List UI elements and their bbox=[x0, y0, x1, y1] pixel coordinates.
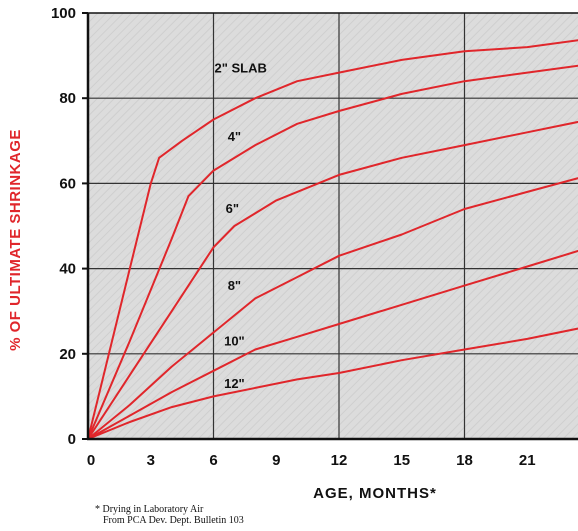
x-tick-label: 12 bbox=[331, 452, 348, 469]
curve-label: 4" bbox=[228, 129, 241, 144]
x-tick-label: 6 bbox=[209, 452, 217, 469]
footnote-line-1: * Drying in Laboratory Air bbox=[95, 504, 204, 515]
curve-3 bbox=[87, 177, 578, 440]
curve-label: 2" SLAB bbox=[214, 61, 266, 76]
grid-lines bbox=[88, 13, 578, 439]
x-tick-labels: 0 3 6 9 12 15 18 21 bbox=[87, 452, 536, 469]
curve-labels-group: 2" SLAB 4" 6" 8" 10" 12" bbox=[214, 61, 266, 391]
curve-5 bbox=[87, 327, 578, 440]
curve-4 bbox=[87, 249, 578, 440]
y-tick-label: 40 bbox=[59, 261, 76, 278]
curve-2 bbox=[87, 120, 578, 440]
y-axis-title: % OF ULTIMATE SHRINKAGE bbox=[7, 129, 24, 351]
curve-1 bbox=[87, 64, 578, 440]
y-tick-label: 20 bbox=[59, 346, 76, 363]
curve-label: 12" bbox=[224, 376, 245, 391]
curve-label: 10" bbox=[224, 333, 245, 348]
x-tick-label: 9 bbox=[272, 452, 280, 469]
x-tick-label: 21 bbox=[519, 452, 536, 469]
y-tick-label: 100 bbox=[51, 5, 76, 22]
axes-group bbox=[82, 12, 578, 441]
x-tick-label: 3 bbox=[147, 452, 155, 469]
curve-0 bbox=[87, 39, 578, 440]
y-tick-label: 0 bbox=[68, 431, 76, 448]
curve-label: 8" bbox=[228, 278, 241, 293]
curve-label: 6" bbox=[226, 201, 239, 216]
x-tick-label: 15 bbox=[393, 452, 410, 469]
y-tick-label: 60 bbox=[59, 175, 76, 192]
curves-group bbox=[87, 39, 578, 440]
y-tick-labels: 0 20 40 60 80 100 bbox=[51, 5, 76, 448]
footnote-line-2: From PCA Dev. Dept. Bulletin 103 bbox=[103, 515, 244, 526]
y-tick-label: 80 bbox=[59, 90, 76, 107]
x-tick-label: 18 bbox=[456, 452, 473, 469]
x-tick-label: 0 bbox=[87, 452, 95, 469]
x-axis-title: AGE, MONTHS* bbox=[313, 485, 437, 502]
